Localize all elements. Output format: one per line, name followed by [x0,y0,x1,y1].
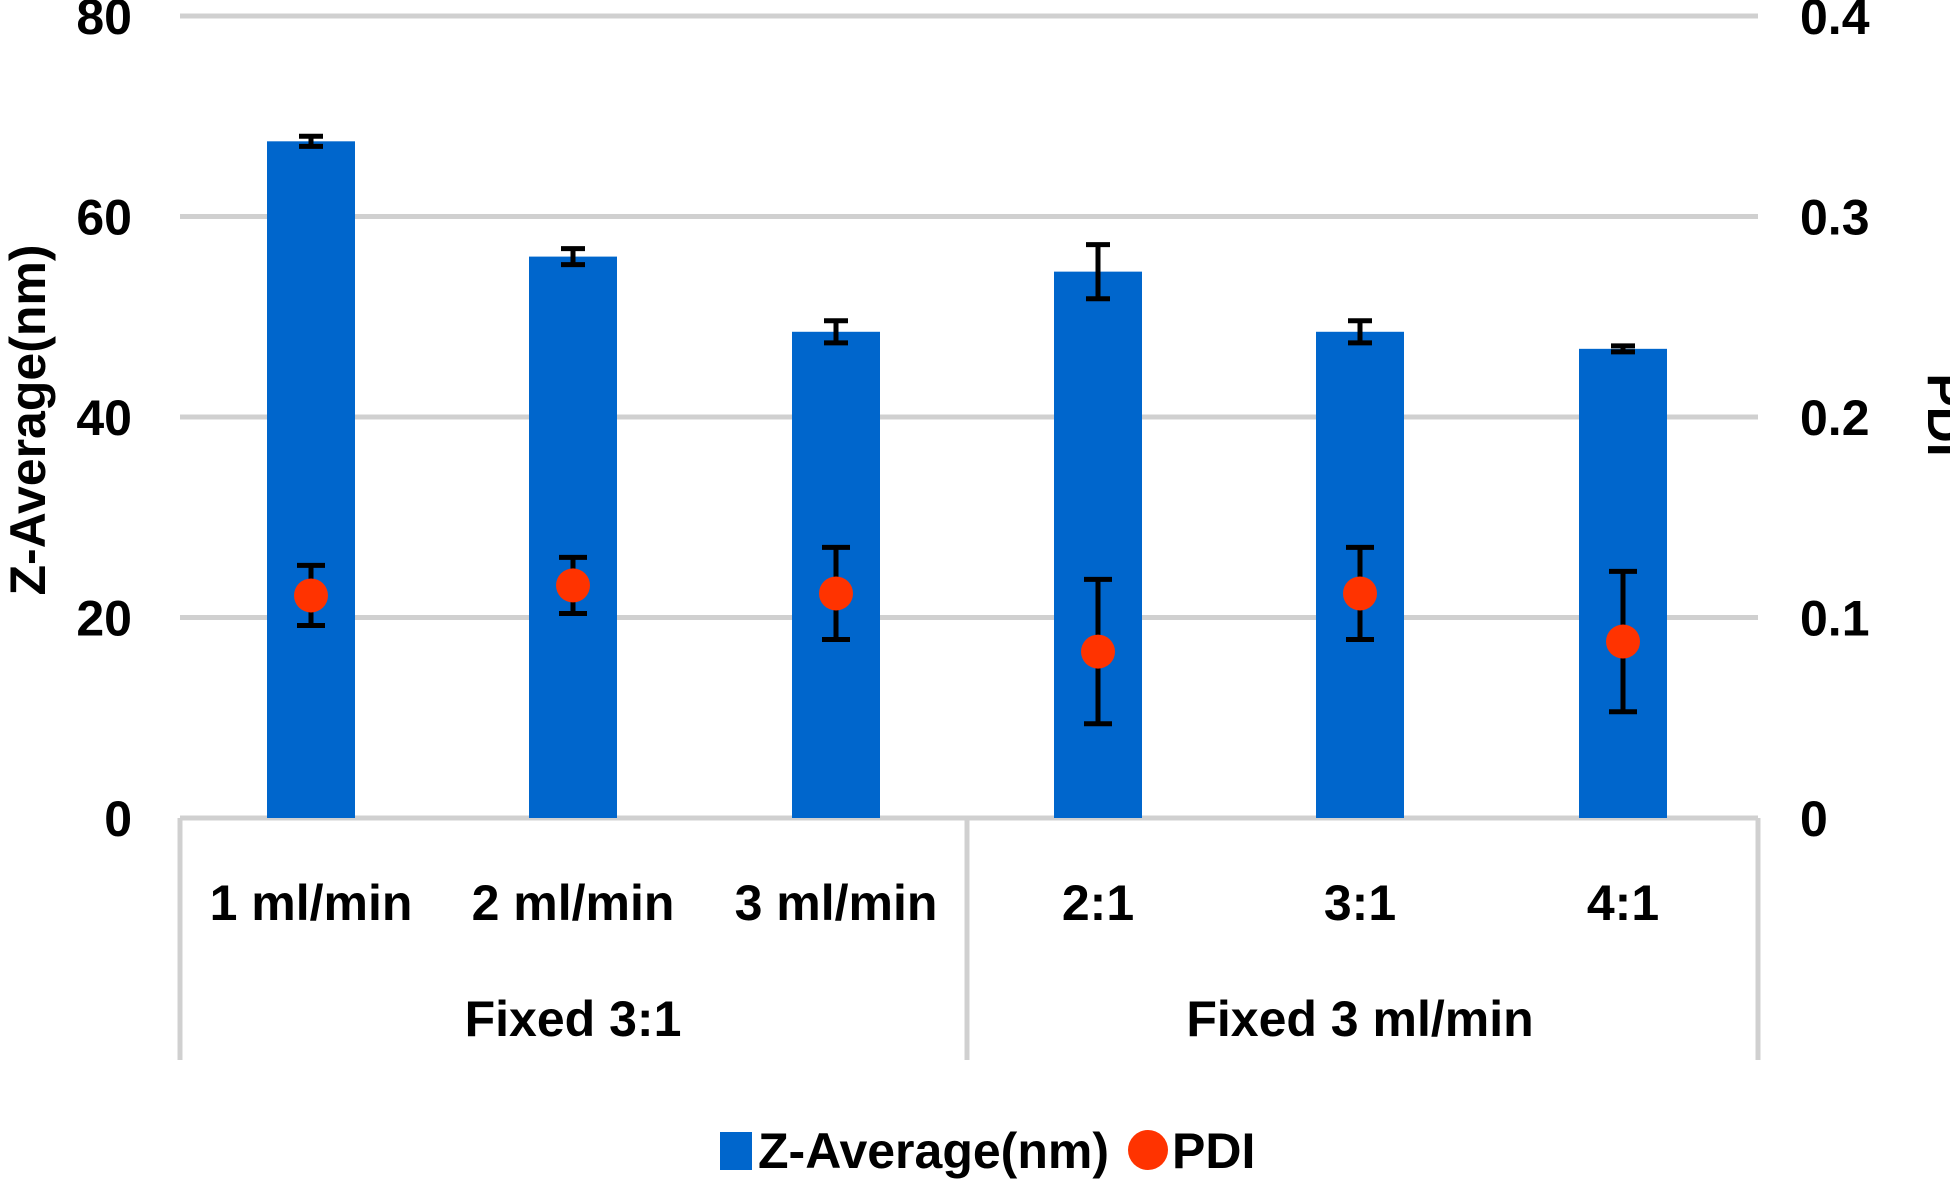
legend: Z-Average(nm) PDI [720,1123,1255,1179]
left-axis-tick-labels: 0 20 40 60 80 [76,0,132,847]
left-tick-label: 60 [76,190,132,246]
category-label: 1 ml/min [210,875,413,931]
pdi-error-bars [297,544,1637,727]
legend-pdi-marker [1128,1130,1168,1170]
legend-z-average-label: Z-Average(nm) [758,1123,1109,1179]
group-labels: Fixed 3:1 Fixed 3 ml/min [465,991,1534,1047]
gridlines [180,13,1758,620]
legend-pdi-label: PDI [1172,1123,1255,1179]
bar [529,256,617,819]
left-tick-label: 20 [76,591,132,647]
right-tick-label: 0.3 [1800,190,1870,246]
right-axis-tick-labels: 0 0.1 0.2 0.3 0.4 [1800,0,1870,847]
pdi-point [1606,624,1640,659]
legend-z-average-swatch [720,1132,752,1170]
bar [1054,271,1142,818]
group-label: Fixed 3 ml/min [1186,991,1533,1047]
pdi-point [1081,634,1115,669]
category-label: 2 ml/min [472,875,675,931]
bar [267,141,355,818]
pdi-point [819,576,853,611]
category-label: 3 ml/min [735,875,938,931]
left-tick-label: 40 [76,390,132,446]
left-tick-label: 80 [76,0,132,45]
pdi-points [294,568,1640,669]
category-label: 4:1 [1587,875,1659,931]
category-label: 2:1 [1062,875,1134,931]
right-tick-label: 0 [1800,791,1828,847]
right-tick-label: 0.2 [1800,390,1870,446]
category-label: 3:1 [1324,875,1396,931]
left-axis-title: Z-Average(nm) [0,245,56,596]
right-axis-title: PDI [1917,373,1950,456]
left-tick-label: 0 [104,791,132,847]
category-labels: 1 ml/min 2 ml/min 3 ml/min 2:1 3:1 4:1 [210,875,1660,931]
right-tick-label: 0.4 [1800,0,1870,45]
right-tick-label: 0.1 [1800,591,1870,647]
bar-series [267,141,1667,819]
pdi-point [556,568,590,603]
pdi-point [294,578,328,613]
pdi-point [1343,576,1377,611]
bar-error-bars [299,133,1635,355]
category-axis-frame [177,815,1761,1060]
group-label: Fixed 3:1 [465,991,682,1047]
